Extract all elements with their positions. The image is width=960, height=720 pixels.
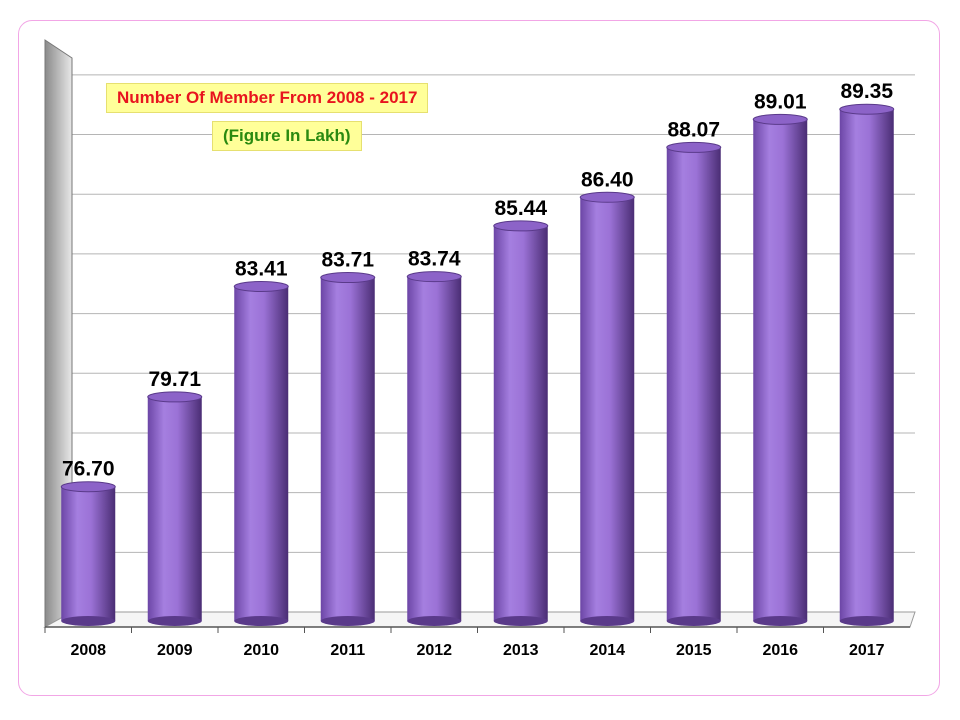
bar-base (147, 616, 202, 626)
bar-2016 (752, 113, 808, 626)
bars (60, 103, 895, 626)
chart-title: Number Of Member From 2008 - 2017 (106, 83, 429, 113)
bar-base (753, 616, 808, 626)
bar-top (147, 391, 203, 403)
value-label: 83.41 (235, 258, 288, 281)
x-tick-label: 2010 (243, 642, 279, 659)
x-tick-label: 2013 (503, 642, 539, 659)
bar-top (579, 191, 635, 203)
bar-base (61, 616, 116, 626)
bar-body (61, 486, 116, 621)
x-tick-label: 2015 (676, 642, 712, 659)
bar-top (666, 141, 722, 153)
x-tick-labels: 2008 2009 2010 2011 2012 2013 2014 2015 2016 2017 (70, 642, 884, 659)
bar-base (407, 616, 462, 626)
bar-base (320, 616, 375, 626)
bar-body (407, 276, 462, 621)
bar-base (580, 616, 635, 626)
value-label: 89.01 (754, 90, 807, 113)
x-tick-label: 2011 (330, 642, 365, 659)
bar-top (406, 271, 462, 283)
value-label: 86.40 (581, 168, 634, 191)
x-tick-label: 2014 (589, 642, 625, 659)
x-tick-label: 2017 (849, 642, 885, 659)
bar-top (839, 103, 895, 115)
bar-body (839, 109, 894, 621)
value-label: 79.71 (148, 368, 201, 391)
bar-2017 (839, 103, 895, 626)
bar-2008 (60, 481, 116, 626)
bar-base (666, 616, 721, 626)
x-tick-label: 2012 (416, 642, 452, 659)
bar-top (752, 113, 808, 125)
bar-2010 (233, 281, 289, 626)
value-label: 83.71 (321, 249, 374, 272)
bar-base (839, 616, 894, 626)
bar-2013 (493, 220, 549, 626)
bar-base (493, 616, 548, 626)
bar-body (493, 225, 548, 621)
bar-2015 (666, 141, 722, 626)
bar-2011 (320, 272, 376, 626)
chart-subtitle: (Figure In Lakh) (212, 121, 362, 151)
bar-top (493, 220, 549, 232)
bar-body (147, 396, 202, 621)
value-labels: 76.70 79.71 83.41 83.71 83.74 85.44 86.40 88.07… (62, 80, 893, 481)
bar-body (320, 277, 375, 621)
value-label: 76.70 (62, 458, 115, 481)
x-tick-label: 2009 (157, 642, 193, 659)
bar-top (320, 272, 376, 284)
value-label: 88.07 (667, 118, 720, 141)
x-tick-label: 2008 (70, 642, 106, 659)
bar-body (580, 197, 635, 621)
value-label: 83.74 (408, 248, 461, 271)
bar-2014 (579, 191, 635, 626)
bar-base (234, 616, 289, 626)
bar-top (233, 281, 289, 293)
value-label: 89.35 (840, 80, 893, 103)
bar-2012 (406, 271, 462, 626)
bar-body (753, 119, 808, 621)
bar-body (234, 286, 289, 621)
bar-2009 (147, 391, 203, 626)
x-tick-label: 2016 (762, 642, 798, 659)
value-label: 85.44 (494, 197, 547, 220)
bar-top (60, 481, 116, 493)
bar-body (666, 147, 721, 621)
